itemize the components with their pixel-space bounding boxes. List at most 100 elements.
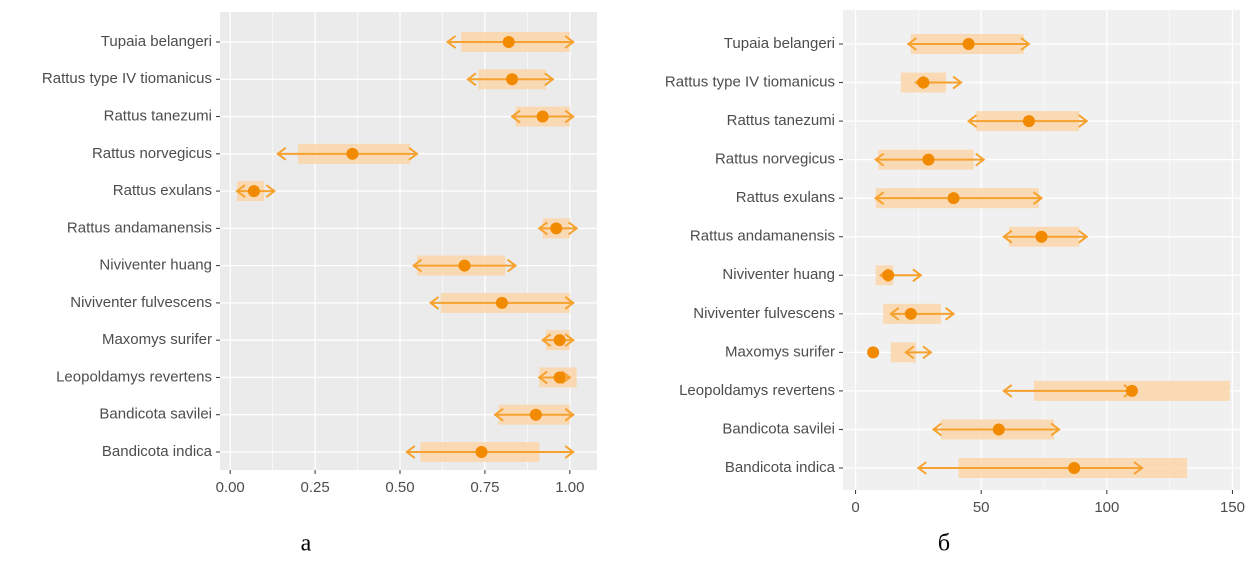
arrow-head — [1020, 37, 1031, 51]
interval-arrow — [916, 461, 1144, 475]
arrow-head — [506, 258, 518, 273]
arrow-head — [537, 221, 548, 236]
x-tick-label: 0.25 — [300, 479, 329, 496]
point-estimate — [536, 110, 549, 123]
arrow-head — [975, 152, 986, 167]
interval-band — [890, 342, 916, 363]
arrow-head — [466, 72, 477, 87]
point-estimate — [904, 307, 917, 320]
point-estimate — [917, 76, 930, 89]
point-estimate — [506, 73, 519, 86]
point-estimate — [1125, 384, 1138, 397]
point-estimate — [550, 222, 563, 235]
point-estimate — [529, 408, 542, 421]
x-tick-label: 50 — [973, 499, 990, 516]
arrow-head — [445, 35, 457, 49]
arrow-head — [411, 258, 423, 273]
x-tick-label: 0 — [851, 499, 859, 516]
arrow-head — [922, 345, 933, 360]
arrow-head — [1078, 229, 1089, 244]
arrow-head — [428, 296, 440, 310]
arrow-head — [873, 152, 885, 167]
y-tick-label: Tupaia belangeri — [101, 33, 212, 50]
point-estimate — [962, 38, 975, 50]
arrow-head — [544, 72, 555, 87]
point-estimate — [495, 296, 508, 309]
y-tick-label: Niviventer huang — [99, 257, 212, 274]
arrow-head — [916, 461, 927, 475]
x-tick-label: 1.00 — [555, 479, 584, 496]
arrow-head — [952, 75, 963, 90]
x-tick-label: 0.50 — [385, 479, 414, 496]
y-tick-label: Leopoldamys revertens — [679, 382, 835, 399]
interval-arrow — [889, 307, 956, 321]
y-tick-label: Niviventer fulvescens — [70, 294, 212, 311]
point-estimate — [247, 185, 260, 198]
arrow-head — [561, 370, 572, 385]
y-tick-label: Bandicota indica — [725, 459, 836, 476]
arrow-head — [564, 407, 575, 422]
y-tick-label: Tupaia belangeri — [724, 35, 835, 52]
y-tick-label: Leopoldamys revertens — [56, 368, 212, 385]
y-tick-label: Maxomys surifer — [102, 331, 212, 348]
arrow-head — [564, 35, 575, 49]
x-tick-label: 0.00 — [216, 479, 245, 496]
y-tick-label: Bandicota indica — [102, 443, 213, 460]
interval-arrow — [405, 445, 575, 459]
y-tick-label: Bandicota savilei — [722, 420, 835, 437]
arrow-head — [931, 422, 943, 437]
point-estimate — [475, 446, 488, 458]
arrow-head — [537, 370, 548, 385]
arrow-head — [564, 109, 575, 124]
arrow-head — [944, 307, 956, 321]
arrow-head — [966, 114, 978, 128]
y-tick-label: Rattus type IV tiomanicus — [665, 74, 835, 91]
y-tick-label: Maxomys surifer — [725, 343, 835, 360]
y-tick-label: Rattus andamanensis — [67, 219, 212, 236]
point-estimate — [882, 269, 895, 282]
arrow-head — [564, 445, 575, 459]
y-tick-label: Rattus exulans — [736, 189, 835, 206]
y-tick-label: Bandicota savilei — [99, 406, 212, 423]
arrow-head — [889, 307, 900, 321]
arrow-head — [493, 407, 504, 422]
point-estimate — [947, 192, 960, 205]
point-estimate — [1022, 115, 1035, 128]
arrow-head — [540, 333, 552, 347]
arrow-head — [1050, 422, 1061, 437]
y-tick-label: Rattus norvegicus — [92, 145, 212, 162]
arrow-head — [1078, 114, 1089, 128]
arrow-head — [510, 109, 521, 124]
point-estimate — [458, 259, 471, 272]
point-estimate — [346, 147, 359, 160]
y-tick-label: Niviventer fulvescens — [693, 305, 835, 322]
arrow-head — [564, 333, 575, 347]
arrow-head — [276, 147, 287, 161]
arrow-head — [265, 184, 277, 198]
arrow-head — [1032, 191, 1044, 205]
x-tick-label: 0.75 — [470, 479, 499, 496]
point-estimate — [1035, 230, 1048, 243]
y-tick-label: Niviventer huang — [722, 266, 835, 283]
arrow-head — [912, 268, 923, 283]
interval-arrow — [904, 345, 933, 360]
point-estimate — [553, 371, 566, 384]
panel-label: а — [301, 531, 312, 557]
arrow-head — [235, 184, 246, 198]
arrow-head — [564, 296, 575, 310]
arrow-head — [1002, 229, 1013, 244]
point-estimate — [992, 423, 1005, 436]
arrow-head — [1002, 384, 1013, 398]
panel-label: б — [938, 531, 950, 557]
arrow-head — [906, 37, 917, 51]
point-estimate — [1068, 462, 1081, 474]
y-tick-label: Rattus type IV tiomanicus — [42, 70, 212, 87]
y-tick-label: Rattus tanezumi — [104, 108, 212, 125]
point-estimate — [922, 153, 935, 166]
y-tick-label: Rattus norvegicus — [715, 151, 835, 168]
arrow-head — [568, 221, 579, 236]
arrow-head — [408, 147, 419, 161]
point-estimate — [502, 36, 515, 48]
arrow-head — [405, 445, 416, 459]
y-tick-label: Rattus exulans — [113, 182, 212, 199]
